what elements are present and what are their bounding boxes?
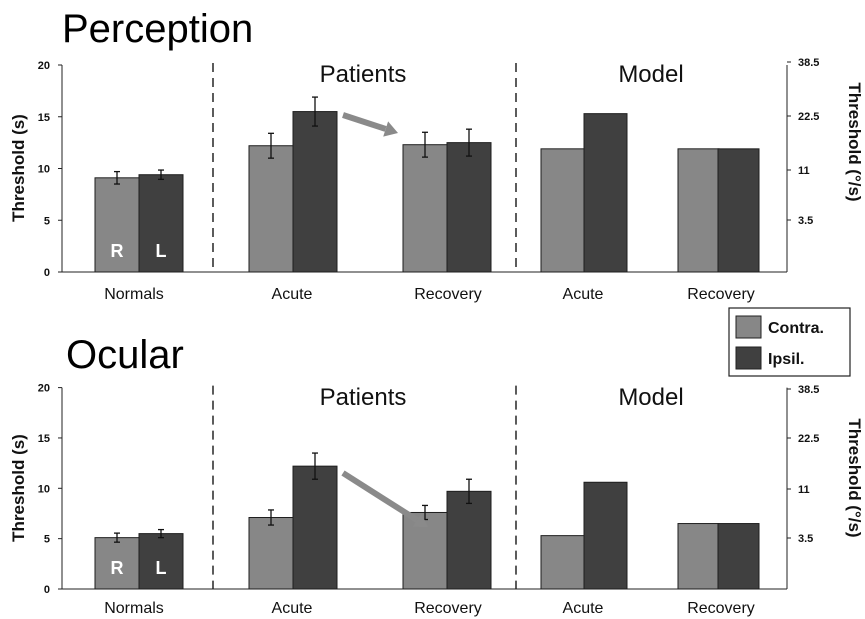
bar-contra bbox=[677, 148, 720, 273]
x-tick-label: Normals bbox=[104, 286, 164, 303]
bar-contra bbox=[248, 517, 294, 590]
right-tick-label: 11 bbox=[798, 165, 810, 177]
bar-ipsil bbox=[138, 174, 184, 273]
y-tick-label: 10 bbox=[38, 164, 50, 176]
x-tick-label: Normals bbox=[104, 600, 164, 617]
section-header: Patients bbox=[320, 384, 407, 411]
y-tick-label: 5 bbox=[44, 215, 50, 227]
bar-inner-label: L bbox=[156, 558, 167, 578]
trend-arrow-head bbox=[412, 513, 428, 527]
x-tick-label: Acute bbox=[272, 600, 313, 617]
chart-panel-perception: Perception Patients Model 0 5 10 15 20 3.5 11 22.5… bbox=[9, 7, 864, 303]
trend-arrow-shaft bbox=[342, 112, 387, 132]
legend-swatch-ipsil bbox=[735, 346, 762, 370]
trend-arrow-head bbox=[383, 121, 398, 137]
bar-ipsil bbox=[138, 533, 184, 590]
bar-ipsil bbox=[446, 142, 492, 273]
right-tick-label: 11 bbox=[798, 484, 810, 496]
y-tick-label: 0 bbox=[44, 584, 50, 596]
bar-inner-label: R bbox=[111, 558, 124, 578]
x-tick-label: Recovery bbox=[414, 600, 482, 617]
bar-ipsil bbox=[717, 148, 760, 273]
bar-ipsil bbox=[292, 465, 338, 590]
right-tick-label: 3.5 bbox=[798, 533, 813, 545]
section-header: Model bbox=[618, 384, 683, 411]
y-tick-label: 15 bbox=[38, 112, 50, 124]
y-tick-label: 0 bbox=[44, 267, 50, 279]
y-axis-label-right: Threshold (°/s) bbox=[845, 418, 864, 537]
bar-ipsil bbox=[446, 490, 492, 590]
right-tick-label: 3.5 bbox=[798, 215, 813, 227]
bar-contra bbox=[248, 145, 294, 273]
bar-contra bbox=[677, 523, 720, 590]
x-tick-label: Acute bbox=[563, 286, 604, 303]
section-header: Model bbox=[618, 61, 683, 88]
y-tick-label: 5 bbox=[44, 534, 50, 546]
legend-label-contra: Contra. bbox=[768, 320, 824, 337]
legend-label-ipsil: Ipsil. bbox=[768, 351, 804, 368]
y-axis-label-right: Threshold (°/s) bbox=[845, 82, 864, 201]
chart-panel-ocular: Ocular Patients Model 0 5 10 15 20 3.5 11 22.5 38.5… bbox=[9, 333, 864, 617]
chart-title: Perception bbox=[62, 7, 253, 51]
bar-ipsil bbox=[292, 111, 338, 273]
y-tick-label: 20 bbox=[38, 383, 50, 395]
section-header: Patients bbox=[320, 61, 407, 88]
bar-contra bbox=[402, 144, 448, 273]
x-tick-label: Recovery bbox=[687, 286, 755, 303]
chart-title: Ocular bbox=[66, 333, 184, 377]
x-tick-label: Recovery bbox=[414, 286, 482, 303]
y-tick-label: 20 bbox=[38, 60, 50, 72]
bar-contra bbox=[94, 537, 140, 590]
y-axis-label-left: Threshold (s) bbox=[9, 434, 28, 542]
bar-contra bbox=[540, 535, 585, 590]
trend-arrow-shaft bbox=[341, 470, 419, 523]
legend: Contra. Ipsil. bbox=[728, 307, 851, 377]
x-tick-label: Recovery bbox=[687, 600, 755, 617]
right-tick-label: 22.5 bbox=[798, 111, 819, 123]
bar-inner-label: R bbox=[111, 241, 124, 261]
bar-contra bbox=[540, 148, 585, 273]
right-tick-label: 38.5 bbox=[798, 57, 819, 69]
right-tick-label: 38.5 bbox=[798, 384, 819, 396]
y-tick-label: 15 bbox=[38, 433, 50, 445]
right-tick-label: 22.5 bbox=[798, 433, 819, 445]
y-axis-label-left: Threshold (s) bbox=[9, 114, 28, 222]
bar-ipsil bbox=[583, 113, 628, 273]
x-tick-label: Acute bbox=[272, 286, 313, 303]
bar-inner-label: L bbox=[156, 241, 167, 261]
bar-ipsil bbox=[717, 523, 760, 590]
y-tick-label: 10 bbox=[38, 483, 50, 495]
legend-swatch-contra bbox=[735, 315, 762, 339]
bar-ipsil bbox=[583, 481, 628, 590]
x-tick-label: Acute bbox=[563, 600, 604, 617]
